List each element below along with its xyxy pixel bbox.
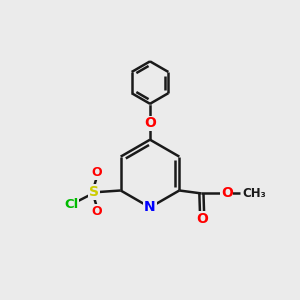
Text: O: O — [92, 205, 102, 218]
Text: O: O — [92, 166, 102, 179]
Text: S: S — [89, 185, 99, 199]
Text: N: N — [144, 200, 156, 214]
Text: Cl: Cl — [64, 198, 79, 211]
Text: O: O — [221, 186, 233, 200]
Text: O: O — [144, 116, 156, 130]
Text: CH₃: CH₃ — [243, 187, 266, 200]
Text: O: O — [196, 212, 208, 226]
